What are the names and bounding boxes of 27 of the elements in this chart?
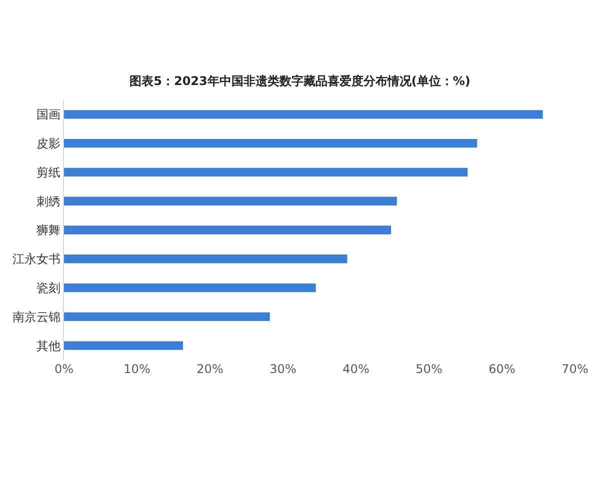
y-tick-label: 国画 bbox=[36, 108, 61, 122]
chart-title: 图表5：2023年中国非遗类数字藏品喜爱度分布情况(单位：%) bbox=[130, 74, 470, 88]
y-tick-label: 其他 bbox=[36, 338, 61, 353]
bar bbox=[64, 254, 348, 264]
bar bbox=[64, 341, 183, 350]
bar bbox=[64, 312, 270, 321]
x-tick-label: 40% bbox=[342, 362, 370, 376]
x-tick-label: 60% bbox=[488, 362, 516, 376]
y-tick-label: 南京云锦 bbox=[12, 310, 61, 324]
x-tick-label: 10% bbox=[124, 362, 150, 376]
y-tick-label: 狮舞 bbox=[36, 223, 61, 238]
x-tick-label: 0% bbox=[54, 362, 74, 376]
y-tick-label: 皮影 bbox=[36, 136, 61, 151]
y-tick-label: 剪纸 bbox=[36, 165, 61, 180]
bar bbox=[64, 110, 543, 119]
bar bbox=[64, 196, 397, 206]
y-tick-label: 瓷刻 bbox=[36, 280, 61, 295]
y-tick-label: 江永女书 bbox=[12, 252, 61, 266]
bar bbox=[64, 226, 392, 234]
bar bbox=[64, 139, 478, 148]
bar bbox=[64, 283, 316, 292]
x-tick-label: 30% bbox=[270, 362, 296, 376]
x-tick-label: 70% bbox=[562, 362, 588, 376]
x-tick-label: 20% bbox=[196, 362, 224, 376]
bar bbox=[64, 168, 468, 177]
x-tick-label: 50% bbox=[416, 362, 442, 376]
y-tick-label: 刺绣 bbox=[36, 194, 61, 208]
